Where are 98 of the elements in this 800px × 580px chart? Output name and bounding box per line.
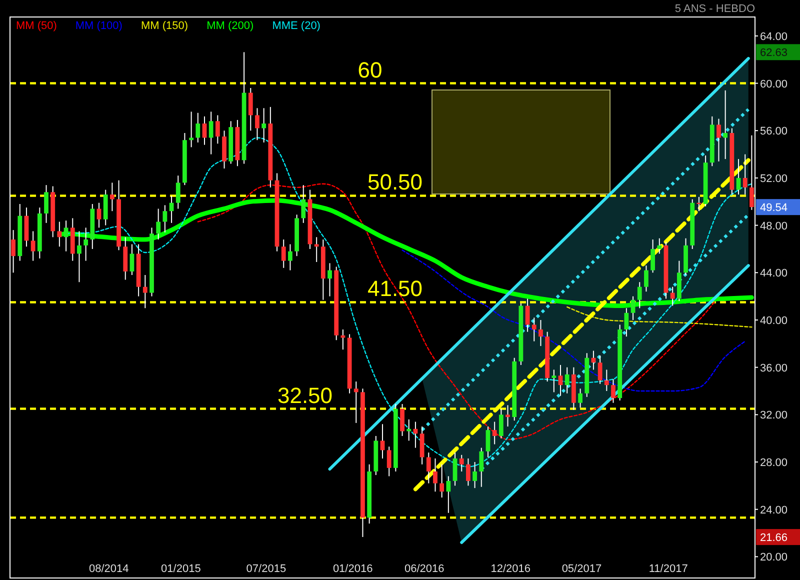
candlestick (328, 262, 332, 297)
candlestick (142, 274, 148, 309)
candlestick (650, 239, 656, 274)
y-tick-label: 60.00 (760, 78, 788, 90)
candlestick (426, 452, 431, 484)
candlestick (386, 446, 392, 477)
text: MM (150) (141, 20, 188, 32)
candlestick (96, 202, 102, 228)
candlestick (624, 308, 629, 338)
y-tick-label: 40.00 (760, 314, 788, 327)
candlestick (716, 118, 721, 162)
candlestick (130, 244, 134, 276)
candlestick (486, 426, 490, 458)
y-tick-label: 52.00 (760, 172, 788, 185)
candlestick (532, 317, 536, 342)
candlestick (452, 452, 458, 486)
candlestick (162, 204, 168, 233)
candlestick (630, 296, 636, 320)
candlestick (446, 476, 451, 514)
candlestick (262, 108, 266, 143)
candlestick (301, 184, 306, 224)
candlestick (288, 244, 292, 271)
line-series (566, 306, 752, 328)
x-tick-label: 11/2017 (648, 563, 688, 575)
candlestick (248, 88, 253, 132)
candlestick (657, 238, 662, 254)
candlestick (281, 239, 286, 268)
candlestick (604, 369, 609, 392)
x-tick-label: 07/2015 (246, 563, 286, 575)
x-tick-label: 08/2014 (89, 563, 129, 575)
x-tick-label: 05/2017 (562, 563, 602, 575)
text: 62.63 (760, 47, 788, 60)
y-tick-label: 56.00 (760, 126, 788, 138)
candlestick (558, 364, 563, 396)
candlestick (433, 458, 438, 492)
ref-line-label: 60 (358, 57, 382, 82)
candlestick (57, 221, 62, 248)
x-tick-label: 12/2016 (490, 563, 530, 575)
candlestick (440, 464, 444, 498)
candlestick (176, 175, 180, 210)
y-tick-label: 48.00 (760, 220, 788, 232)
x-tick-label: 01/2015 (161, 563, 201, 575)
candlestick (380, 424, 385, 459)
candlestick (354, 381, 358, 424)
candlestick (578, 388, 582, 408)
candlestick (459, 454, 464, 472)
text: MM (200) (206, 20, 254, 32)
candlestick (400, 404, 404, 436)
candlestick (742, 154, 748, 196)
candlestick (314, 236, 319, 262)
candlestick (110, 182, 114, 212)
x-tick-label: 06/2016 (404, 563, 444, 575)
candlestick (538, 319, 543, 347)
candlestick (202, 116, 207, 146)
candlestick (552, 369, 556, 393)
y-tick-label: 28.00 (760, 457, 788, 470)
candlestick (196, 112, 200, 143)
candlestick (736, 158, 741, 196)
candlestick (670, 286, 675, 306)
y-tick-label: 64.00 (760, 30, 788, 43)
x-tick-label: 01/2016 (332, 563, 373, 575)
chart-title: 5 ANS - HEBDO (674, 3, 756, 15)
text: 49.54 (760, 202, 788, 214)
candlestick (644, 265, 648, 292)
candlestick (564, 366, 570, 394)
candlestick (215, 114, 220, 144)
candlestick (255, 108, 260, 141)
text: MM (100) (75, 20, 122, 32)
candlestick (466, 458, 470, 486)
candlestick (189, 111, 194, 148)
y-tick-label: 36.00 (760, 362, 788, 374)
ref-line-label: 50.50 (367, 170, 423, 195)
candlestick (637, 282, 642, 309)
text: MM (50) (16, 20, 57, 32)
ref-line-label: 41.50 (367, 276, 423, 302)
text: MME (20) (272, 20, 320, 32)
candlestick (598, 354, 602, 384)
candlestick (723, 90, 728, 160)
candlestick (420, 426, 424, 465)
ref-line-label: 32.50 (277, 382, 333, 408)
candlestick (44, 184, 48, 224)
candlestick (506, 404, 510, 428)
y-tick-label: 24.00 (760, 504, 788, 516)
candlestick (156, 208, 161, 240)
candlestick (77, 230, 82, 283)
candlestick (208, 111, 214, 155)
y-tick-label: 20.00 (760, 552, 788, 564)
candlestick (30, 230, 36, 262)
candlestick (492, 421, 497, 445)
y-tick-label: 32.00 (760, 410, 788, 422)
candlestick (64, 220, 68, 252)
candlestick (472, 462, 477, 489)
candlestick (84, 227, 88, 262)
text: 21.66 (760, 532, 788, 544)
candlestick (479, 447, 484, 488)
candlestick (498, 408, 504, 439)
candlestick (611, 378, 616, 404)
y-tick-label: 44.00 (760, 268, 788, 280)
